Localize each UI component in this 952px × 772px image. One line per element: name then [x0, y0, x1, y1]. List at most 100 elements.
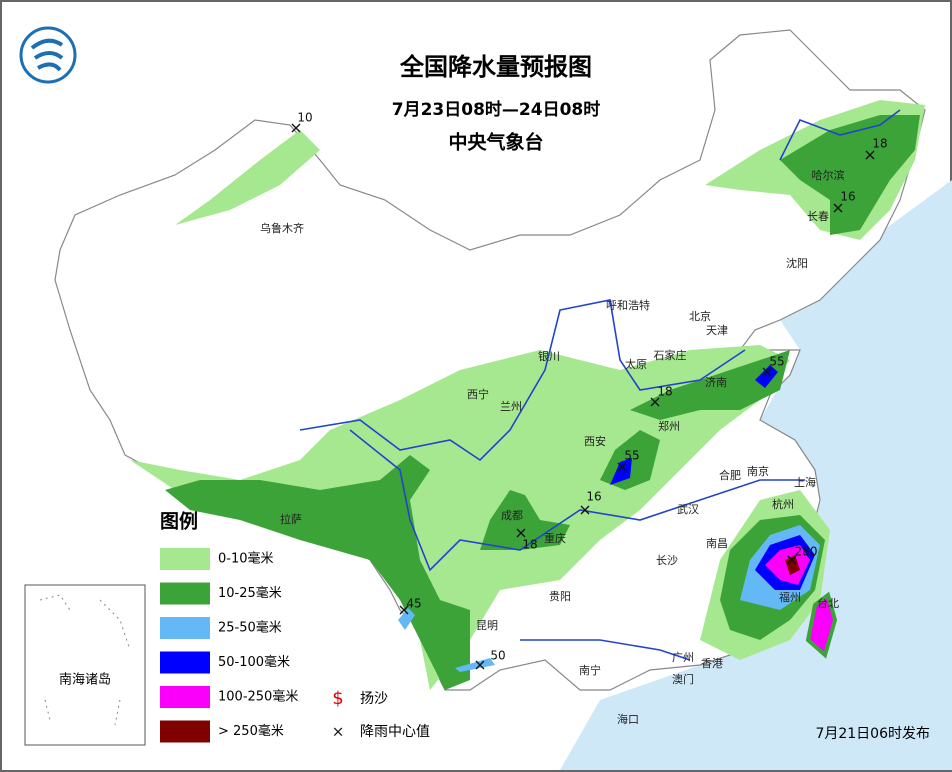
- issued-note: 7月21日06时发布: [815, 726, 930, 742]
- legend-label: 100-250毫米: [218, 689, 298, 705]
- zone-storm: [755, 365, 778, 388]
- pearl-river: [520, 639, 691, 661]
- legend-swatch: [160, 617, 210, 639]
- city-label: 乌鲁木齐: [260, 221, 304, 235]
- zone-extreme: [785, 555, 800, 575]
- yellow-river: [299, 299, 746, 462]
- city-label: 长沙: [656, 554, 678, 567]
- legend-label: 0-10毫米: [218, 551, 274, 567]
- issuer: 中央气象台: [448, 131, 543, 154]
- legend-swatch: [160, 651, 210, 674]
- title: 全国降水量预报图: [399, 53, 592, 81]
- logo: [19, 26, 77, 84]
- rain-center-value: 16: [586, 490, 601, 504]
- yangtze-river: [349, 429, 805, 572]
- city-label: 昆明: [476, 619, 498, 632]
- rain-center-value: 280: [795, 545, 818, 559]
- zone-light: [130, 345, 790, 690]
- inset-label: 南海诸岛: [59, 672, 111, 688]
- rain-center-value: 18: [522, 538, 537, 552]
- city-label: 兰州: [500, 400, 522, 413]
- rain-center-mark: [833, 203, 843, 213]
- legend-swatch: [160, 686, 210, 708]
- city-label: 武汉: [677, 503, 699, 516]
- city-label: 拉萨: [280, 512, 302, 526]
- legend-swatch: [160, 720, 210, 743]
- legend-symbol-label: 扬沙: [360, 691, 388, 707]
- rivers: [299, 109, 901, 661]
- city-label: 郑州: [658, 419, 680, 433]
- zone-mid: [630, 350, 790, 420]
- rain-center-mark: [475, 660, 485, 670]
- city-label: 海口: [617, 712, 639, 726]
- legend-symbol: $: [332, 688, 343, 709]
- china-outline: [54, 29, 926, 691]
- rain-center-value: 18: [657, 385, 672, 399]
- rain-center-mark: [787, 555, 797, 565]
- city-label: 西宁: [467, 387, 489, 401]
- rain-center-mark: [762, 367, 772, 377]
- legend-label: > 250毫米: [218, 723, 284, 739]
- zone-mid: [780, 115, 920, 235]
- city-label: 银川: [538, 349, 560, 363]
- city-label: 天津: [706, 324, 728, 337]
- legend-label: 50-100毫米: [218, 654, 290, 670]
- city-label: 香港: [701, 657, 723, 670]
- logo-mark: [30, 38, 64, 72]
- legend-label: 25-50毫米: [218, 620, 282, 636]
- city-label: 北京: [689, 309, 711, 323]
- period: 7月23日08时—24日08时: [392, 100, 600, 120]
- rain-center-mark: [865, 150, 875, 160]
- city-label: 哈尔滨: [812, 168, 845, 182]
- rain-center-value: 50: [490, 649, 505, 663]
- city-label: 石家庄: [654, 348, 687, 362]
- rain-center-mark: [580, 505, 590, 515]
- legend-title: 图例: [160, 510, 198, 533]
- city-label: 西安: [584, 434, 606, 448]
- rain-center-value: 16: [840, 190, 855, 204]
- city-label: 沈阳: [786, 256, 808, 270]
- rain-center-mark: [516, 528, 526, 538]
- zone-mid: [165, 455, 470, 690]
- rain-zones: [130, 100, 925, 690]
- legend-label: 10-25毫米: [218, 585, 282, 601]
- legend-symbol-label: 降雨中心值: [360, 724, 430, 740]
- legend-swatch: [160, 548, 210, 570]
- rain-center-mark: [399, 605, 409, 615]
- zone-storm: [610, 458, 632, 485]
- city-label: 福州: [779, 590, 801, 604]
- legend-symbol: ×: [332, 723, 345, 741]
- city-label: 台北: [817, 596, 839, 610]
- city-label: 南昌: [706, 537, 728, 550]
- city-label: 南宁: [579, 663, 601, 677]
- rain-center-value: 18: [872, 137, 887, 151]
- legend-swatch: [160, 582, 210, 605]
- zone-heavy: [398, 608, 415, 630]
- inset-box: [24, 584, 146, 746]
- taiwan-rain: [805, 591, 838, 659]
- city-label: 上海: [794, 475, 816, 489]
- sea: [560, 180, 952, 770]
- city-label: 成都: [501, 509, 523, 522]
- city-label: 合肥: [719, 468, 741, 482]
- rain-center-value: 45: [406, 597, 421, 611]
- rain-center-value: 55: [769, 355, 784, 369]
- zone-mid: [480, 490, 570, 550]
- city-label: 澳门: [672, 672, 694, 686]
- rain-center-mark: [291, 123, 301, 133]
- rain-center-mark: [617, 462, 627, 472]
- city-label: 太原: [625, 358, 647, 371]
- songhua-river: [779, 109, 901, 161]
- city-label: 杭州: [772, 497, 794, 511]
- zone-heavy: [455, 658, 495, 672]
- rain-center-value: 10: [297, 111, 312, 125]
- city-label: 长春: [807, 210, 829, 223]
- rain-center-value: 55: [624, 449, 639, 463]
- zone-light: [175, 130, 320, 225]
- city-label: 南京: [747, 464, 769, 478]
- city-label: 广州: [672, 651, 694, 664]
- city-label: 呼和浩特: [606, 298, 650, 312]
- city-label: 重庆: [544, 531, 566, 545]
- city-label: 济南: [705, 375, 727, 389]
